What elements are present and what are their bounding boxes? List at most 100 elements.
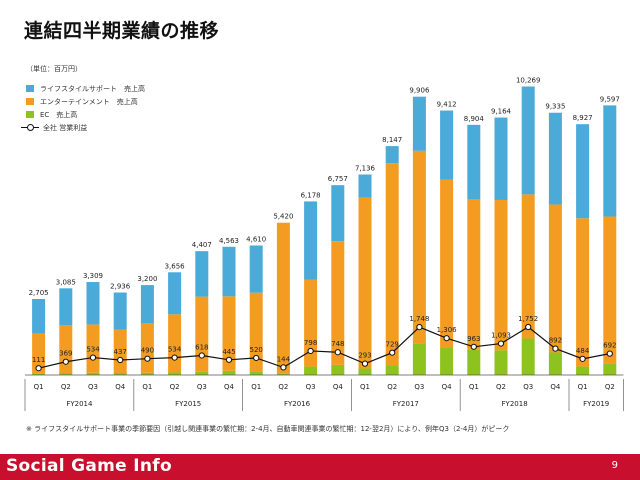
- quarter-label: Q2: [278, 383, 288, 391]
- total-label: 9,164: [491, 108, 512, 116]
- operating-profit-label: 369: [59, 350, 72, 358]
- quarter-label: Q2: [387, 383, 397, 391]
- quarter-label: Q1: [469, 383, 479, 391]
- operating-profit-point: [443, 335, 450, 342]
- fiscal-year-label: FY2015: [175, 400, 201, 408]
- operating-profit-point: [470, 343, 477, 350]
- bar-entertainment: [168, 314, 182, 373]
- legend-line-icon: [21, 123, 39, 132]
- bar-entertainment: [358, 197, 372, 369]
- quarter-label: Q3: [414, 383, 424, 391]
- bar-lifestyle: [222, 246, 236, 297]
- quarter-label: Q4: [115, 383, 126, 391]
- total-label: 9,412: [437, 101, 457, 109]
- total-label: 10,269: [516, 76, 541, 84]
- bar-ec: [59, 373, 73, 375]
- quarter-label: Q2: [605, 383, 615, 391]
- bar-entertainment: [576, 218, 590, 367]
- bar-ec: [140, 372, 154, 375]
- quarter-label: Q4: [550, 383, 561, 391]
- bar-entertainment: [603, 216, 617, 364]
- operating-profit-label: 729: [386, 341, 399, 349]
- operating-profit-point: [171, 354, 178, 361]
- operating-profit-point: [89, 354, 97, 361]
- operating-profit-point: [198, 352, 205, 359]
- bar-entertainment: [195, 296, 209, 372]
- operating-profit-label: 1,093: [491, 332, 511, 340]
- bar-ec: [168, 372, 182, 375]
- operating-profit-point: [225, 356, 233, 363]
- bar-ec: [358, 368, 372, 375]
- quarter-label: Q1: [34, 383, 44, 391]
- operating-profit-label: 1,748: [409, 315, 429, 323]
- quarter-label: Q2: [61, 383, 71, 391]
- bar-lifestyle: [86, 282, 100, 325]
- bar-lifestyle: [548, 112, 562, 205]
- total-label: 3,200: [137, 275, 157, 283]
- legend-swatch-lifestyle: [26, 85, 34, 92]
- bar-ec: [494, 350, 508, 375]
- bar-lifestyle: [603, 105, 617, 217]
- bar-ec: [249, 371, 263, 375]
- operating-profit-label: 618: [195, 343, 208, 351]
- bar-ec: [412, 343, 426, 375]
- bar-entertainment: [113, 329, 127, 374]
- bar-entertainment: [521, 194, 535, 339]
- operating-profit-label: 111: [32, 356, 45, 364]
- total-label: 2,705: [29, 289, 49, 297]
- bar-ec: [32, 373, 46, 375]
- operating-profit-line: [38, 326, 610, 369]
- total-label: 5,420: [273, 213, 293, 221]
- bar-ec: [521, 338, 535, 375]
- quarter-label: Q4: [333, 383, 344, 391]
- total-label: 3,085: [56, 278, 76, 286]
- operating-profit-point: [606, 350, 613, 357]
- fiscal-year-label: FY2016: [284, 400, 311, 408]
- total-label: 3,656: [165, 262, 186, 270]
- quarter-label: Q1: [578, 383, 588, 391]
- total-label: 8,147: [382, 136, 402, 144]
- fiscal-year-label: FY2018: [502, 400, 528, 408]
- operating-profit-label: 534: [168, 346, 182, 354]
- operating-profit-label: 490: [141, 347, 154, 355]
- fiscal-year-label: FY2014: [66, 400, 93, 408]
- legend-swatch-ec: [26, 111, 34, 118]
- operating-profit-point: [307, 347, 314, 355]
- quarter-label: Q4: [442, 383, 453, 391]
- bar-entertainment: [385, 163, 399, 366]
- bar-lifestyle: [195, 251, 209, 297]
- operating-profit-label: 748: [331, 340, 344, 348]
- total-label: 9,335: [545, 103, 565, 111]
- total-label: 4,407: [192, 241, 212, 249]
- page-title: 連結四半期業績の推移: [24, 20, 220, 42]
- brand-logo-text: Social Game Info: [6, 456, 172, 476]
- total-label: 9,597: [600, 95, 620, 103]
- footer-bar: Social Game Info 9: [0, 454, 640, 480]
- total-label: 9,906: [409, 87, 430, 95]
- operating-profit-label: 1,752: [518, 315, 538, 323]
- bar-lifestyle: [32, 299, 46, 334]
- operating-profit-point: [334, 349, 341, 356]
- bar-ec: [86, 372, 100, 375]
- operating-profit-label: 692: [603, 342, 616, 350]
- legend-label-entertainment: エンターテインメント 売上高: [40, 97, 138, 106]
- operating-profit-label: 963: [467, 335, 480, 343]
- bar-entertainment: [412, 150, 426, 344]
- legend-label-operating-profit: 全社 営業利益: [43, 123, 88, 132]
- bar-ec: [603, 363, 617, 375]
- legend-item-ec: EC 売上高: [26, 108, 145, 121]
- bar-ec: [440, 348, 454, 375]
- bar-lifestyle: [521, 86, 535, 195]
- bar-lifestyle: [358, 174, 372, 198]
- bar-lifestyle: [576, 124, 590, 219]
- bar-ec: [576, 366, 590, 375]
- bar-lifestyle: [467, 124, 481, 200]
- operating-profit-label: 144: [277, 355, 291, 363]
- operating-profit-point: [253, 354, 260, 362]
- bar-ec: [276, 373, 290, 375]
- bar-entertainment: [331, 241, 345, 365]
- bar-ec: [548, 352, 562, 375]
- legend-label-lifestyle: ライフスタイルサポート 売上高: [40, 84, 145, 93]
- page-number: 9: [611, 460, 618, 471]
- operating-profit-label: 484: [576, 347, 590, 355]
